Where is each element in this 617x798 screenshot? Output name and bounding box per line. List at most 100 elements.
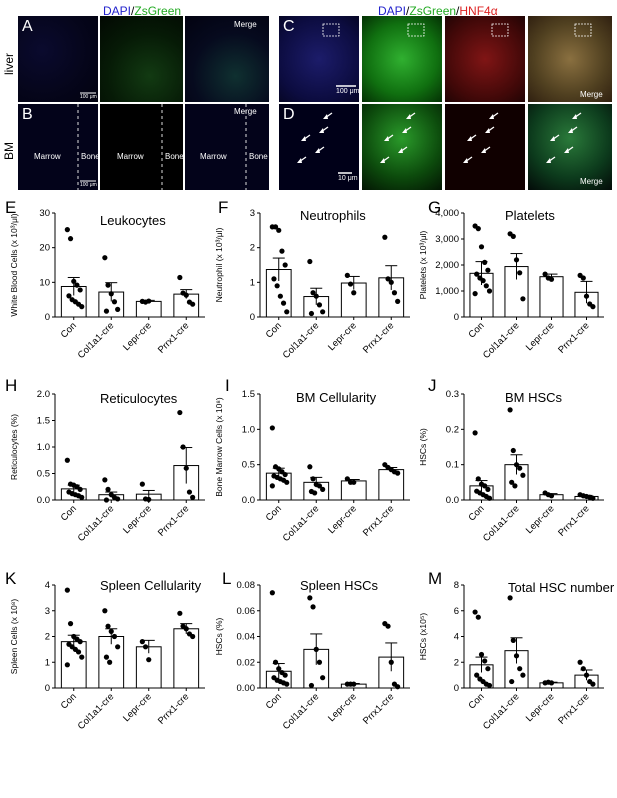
arrow-icon-2-1 — [406, 112, 416, 119]
data-point — [513, 462, 520, 468]
data-point — [276, 227, 282, 233]
scale-label-B: 100 μm — [80, 182, 97, 188]
chart-E: Leukocytes 0 10 20 30 White Blood Cells (x 10… — [9, 208, 205, 361]
data-point — [577, 659, 583, 665]
data-point — [190, 494, 196, 500]
scale-label-D: 10 μm — [338, 175, 358, 182]
merge-label-B: Merge — [234, 107, 257, 116]
y-tick-label: 0 — [45, 312, 50, 323]
x-tick-label: Con — [467, 503, 487, 523]
micro-D-zsgreen — [362, 104, 442, 190]
data-point — [485, 666, 491, 672]
data-point — [351, 290, 357, 296]
data-point — [388, 279, 394, 285]
arrow-icon-1-2 — [319, 126, 329, 133]
panel-letter-L: L — [222, 569, 232, 588]
data-point — [139, 639, 145, 645]
data-point — [510, 447, 516, 454]
y-tick-label: 0.04 — [237, 632, 256, 643]
x-tick-label: Lepr-cre — [121, 320, 154, 353]
x-tick-label: Prrx1-cre — [361, 691, 396, 726]
data-point — [274, 283, 280, 289]
x-tick-label: Prrx1-cre — [361, 320, 396, 355]
data-point — [142, 644, 149, 650]
data-point — [590, 495, 596, 501]
merge-label-A: Merge — [234, 20, 257, 29]
data-point — [284, 309, 290, 315]
chart-M: Total HSC number 0 2 4 6 8 HSCs (x10⁵) ConCol1a… — [418, 580, 615, 732]
scale-label-C: 100 μm — [336, 88, 360, 95]
data-point — [486, 682, 493, 689]
y-tick-label: 0 — [45, 683, 50, 694]
data-point — [282, 672, 288, 678]
y-tick-label: 20 — [39, 243, 50, 254]
data-point — [111, 633, 118, 640]
x-tick-label: Con — [264, 691, 284, 711]
data-point — [385, 623, 391, 629]
panel-letter-M: M — [428, 569, 443, 588]
x-tick-label: Col1a1-cre — [76, 691, 117, 732]
header-dapi: DAPI — [103, 4, 132, 18]
x-tick-label: Con — [264, 503, 284, 523]
x-tick-label: Lepr-cre — [121, 691, 154, 724]
y-tick-label: 0 — [454, 683, 459, 694]
y-tick-label: 0.00 — [237, 683, 256, 694]
data-point — [472, 609, 478, 615]
data-point — [277, 293, 283, 299]
arrow-icon-4-4 — [564, 146, 574, 153]
data-point — [284, 479, 290, 485]
data-point — [320, 675, 326, 681]
data-point — [388, 659, 394, 665]
micro-A-merge — [185, 16, 269, 102]
y-tick-label: 1 — [45, 657, 50, 668]
y-tick-label: 0.2 — [446, 424, 459, 435]
y-tick-label: 1.0 — [37, 442, 50, 453]
data-point — [103, 308, 110, 314]
chart-L: Spleen HSCs 0.00 0.02 0.04 0.06 0.08 HSCs (%) C… — [214, 578, 410, 732]
chart-title: Total HSC number — [508, 580, 615, 595]
data-point — [79, 304, 85, 310]
x-tick-label: Lepr-cre — [524, 503, 557, 536]
bone-label-1: Bone — [81, 152, 100, 161]
data-point — [102, 255, 108, 261]
y-tick-label: 6 — [454, 606, 459, 617]
bar-Prrx1-cre — [173, 628, 200, 689]
data-point — [282, 262, 288, 268]
header-zsgreen-2: ZsGreen — [409, 4, 457, 18]
chart-title: Leukocytes — [100, 213, 166, 228]
micro-A-zsgreen — [100, 16, 183, 102]
x-tick-label: Col1a1-cre — [281, 503, 322, 544]
data-point — [310, 604, 316, 610]
marrow-label-2: Marrow — [117, 152, 144, 161]
data-point — [482, 658, 488, 664]
data-point — [482, 259, 488, 265]
data-point — [139, 481, 145, 487]
panel-letter-B: B — [22, 106, 33, 123]
data-point — [64, 457, 70, 463]
y-axis-label: Reticulocytes (%) — [9, 414, 19, 480]
data-point — [316, 483, 323, 489]
data-point — [269, 483, 275, 489]
y-axis-label: Bone Marrow Cells (x 10⁸) — [214, 397, 224, 497]
data-point — [548, 680, 555, 686]
x-tick-label: Prrx1-cre — [361, 503, 396, 538]
data-point — [520, 472, 526, 478]
arrow-icon-1-3 — [301, 134, 311, 141]
y-tick-label: 0 — [250, 312, 255, 323]
y-tick-label: 0.1 — [446, 460, 459, 471]
micro-B-zsgreen — [100, 104, 183, 190]
micro-A-dapi — [18, 16, 98, 102]
data-point — [75, 649, 82, 655]
y-tick-label: 10 — [39, 277, 50, 288]
y-tick-label: 0.06 — [237, 606, 256, 617]
panel-letter-C: C — [283, 18, 295, 35]
data-point — [517, 666, 523, 672]
data-point — [316, 302, 323, 308]
data-point — [313, 293, 319, 299]
x-tick-label: Col1a1-cre — [76, 320, 117, 361]
x-tick-label: Col1a1-cre — [281, 320, 322, 361]
y-tick-label: 4 — [454, 632, 459, 643]
x-tick-label: Col1a1-cre — [76, 503, 117, 544]
y-tick-label: 4,000 — [435, 208, 459, 219]
